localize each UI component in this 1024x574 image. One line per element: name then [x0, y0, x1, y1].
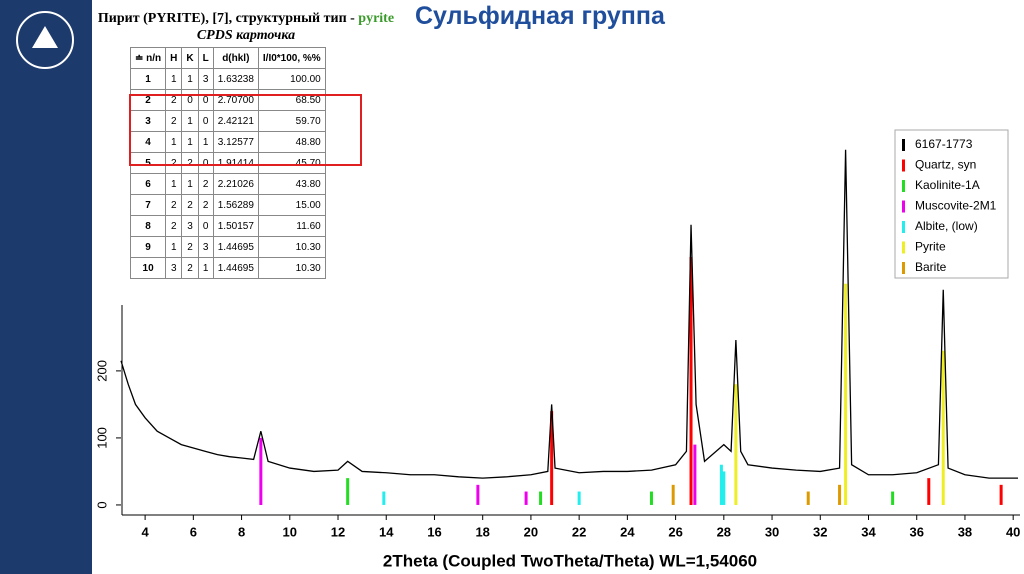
legend-swatch	[902, 159, 905, 172]
table-row: 10 3 2 1 1.44695 10.30	[129, 257, 326, 279]
x-axis-label: 2Theta (Coupled TwoTheta/Theta) WL=1,540…	[383, 551, 757, 570]
x-tick-label: 40	[1006, 524, 1020, 539]
table-cell: 1.44695	[212, 257, 259, 279]
x-tick-label: 30	[765, 524, 779, 539]
table-row: 1 1 1 3 1.63238 100.00	[129, 68, 326, 90]
table-cell: 1	[197, 257, 214, 279]
y-tick-label: 0	[94, 501, 109, 508]
caption-text: Пирит (PYRITE), [7], структурный тип -	[97, 11, 355, 26]
table-cell: 3	[197, 68, 214, 90]
table-cell: 2.21026	[212, 173, 259, 195]
table-cell: 0	[197, 152, 214, 174]
table-cell: 1	[181, 131, 199, 153]
y-tick-label: 200	[94, 360, 109, 382]
legend-label: Kaolinite-1A	[915, 178, 980, 192]
legend-label: Barite	[915, 260, 947, 274]
x-tick-label: 36	[909, 524, 923, 539]
x-tick-label: 16	[427, 524, 441, 539]
x-tick-label: 32	[813, 524, 827, 539]
legend-swatch	[902, 200, 905, 213]
header-cell: K	[181, 47, 199, 69]
legend-label: Quartz, syn	[915, 158, 976, 172]
y-tick-label: 100	[94, 427, 109, 449]
sidebar	[0, 0, 92, 574]
caption-subtitle: CPDS карточка	[196, 28, 296, 43]
pattern-line	[120, 149, 1018, 479]
logo	[16, 11, 74, 69]
legend-swatch	[902, 262, 905, 274]
x-tick-label: 34	[861, 524, 876, 539]
x-tick-label: 18	[475, 524, 489, 539]
caption: Пирит (PYRITE), [7], структурный тип - p…	[96, 10, 396, 44]
x-tick-label: 4	[141, 524, 149, 539]
legend-box	[894, 129, 1009, 279]
table-cell: 10.30	[257, 257, 326, 279]
legend-label: Pyrite	[915, 240, 946, 254]
x-tick-label: 28	[717, 524, 731, 539]
table-row: 4 1 1 1 3.12577 48.80	[129, 131, 326, 153]
x-tick-label: 6	[190, 524, 197, 539]
slide-title: Сульфидная группа	[415, 2, 665, 30]
highlight-box	[129, 94, 362, 166]
x-tick-label: 10	[283, 524, 297, 539]
x-tick-label: 12	[331, 524, 345, 539]
x-tick-label: 14	[379, 524, 394, 539]
legend-label: 6167-1773	[915, 137, 973, 151]
table-cell: 2	[181, 257, 199, 279]
legend-swatch	[902, 139, 905, 151]
table-row: 5 2 2 0 1.91414 45.70	[129, 152, 326, 174]
legend-swatch	[902, 180, 905, 192]
table-cell: 10	[129, 257, 167, 279]
legend-label: Albite, (low)	[915, 219, 978, 233]
legend-swatch	[902, 221, 905, 233]
x-tick-label: 20	[524, 524, 538, 539]
table-cell: 2	[197, 173, 214, 195]
table-cell: 1.44695	[212, 236, 259, 258]
legend-label: Muscovite-2M1	[915, 199, 997, 213]
x-tick-label: 8	[238, 524, 245, 539]
table-cell: 2	[181, 152, 199, 174]
x-tick-label: 22	[572, 524, 586, 539]
x-tick-label: 24	[620, 524, 635, 539]
x-tick-label: 38	[958, 524, 972, 539]
legend-swatch	[902, 241, 905, 254]
x-tick-label: 26	[668, 524, 682, 539]
caption-highlight: pyrite	[358, 11, 395, 26]
